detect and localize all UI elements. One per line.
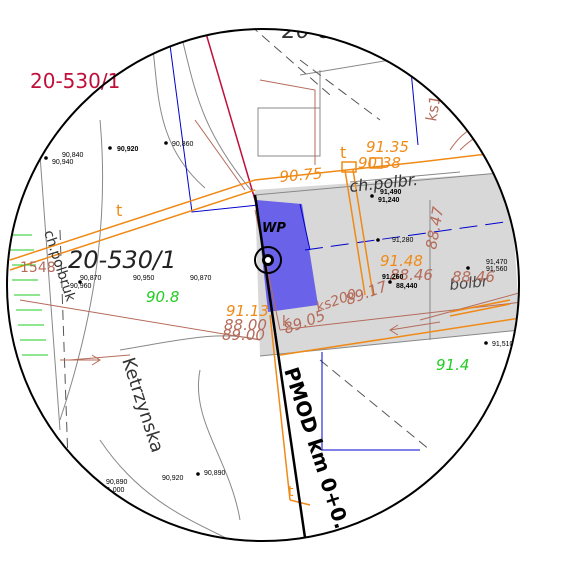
parcel-label-main: 20-530/1: [68, 246, 176, 274]
svg-text:91,490: 91,490: [508, 171, 530, 178]
svg-text:91,510: 91,510: [492, 341, 514, 348]
svg-text:91,640: 91,640: [506, 163, 528, 170]
svg-text:90,890: 90,890: [106, 479, 128, 486]
svg-text:88,440: 88,440: [396, 283, 418, 290]
parcel-label-outer: 20-530/1: [30, 69, 120, 93]
code-t3: t: [288, 484, 294, 500]
code-ks160: ks160: [422, 75, 448, 123]
arrows: [60, 321, 441, 366]
code-t1: t: [116, 201, 122, 220]
parcel-label-left: 1548: [20, 260, 56, 276]
svg-text:90,920: 90,920: [117, 146, 139, 153]
svg-text:91,470: 91,470: [486, 259, 508, 266]
height-orange-6: 91.66: [532, 316, 575, 334]
height-brown-6: 88.46: [390, 266, 433, 284]
height-orange-5: 91.13: [226, 302, 269, 320]
street-bolbr: bolbr: [449, 272, 490, 294]
route-label: PMOD km 0+0.00: [279, 364, 362, 558]
height-green-2: 91.4: [436, 356, 469, 374]
blue-lines: [167, 29, 506, 451]
viewport-frame: [6, 28, 520, 542]
height-green-1: 90.8: [146, 288, 179, 306]
height-brown-7: 88.46: [452, 268, 495, 286]
code-t2: t: [340, 143, 346, 162]
svg-text:91,260: 91,260: [382, 274, 404, 281]
svg-text:90,920: 90,920: [162, 475, 184, 482]
svg-text:91,000: 91,000: [103, 487, 125, 494]
wp-well-symbol: [254, 246, 282, 274]
height-orange-1: 91.35: [366, 138, 409, 156]
height-brown-2: 88.00: [224, 316, 267, 334]
svg-text:90,870: 90,870: [80, 275, 102, 282]
height-orange-4: 91.48: [380, 252, 423, 270]
crimson-boundary: [204, 29, 259, 211]
street-ketrzynska: Ketrzynska: [117, 355, 167, 455]
svg-text:90,940: 90,940: [52, 159, 74, 166]
svg-text:91,560: 91,560: [486, 266, 508, 273]
svg-text:90,890: 90,890: [204, 470, 226, 477]
brown-lines: [19, 79, 519, 361]
height-brown-3: 89.00: [222, 326, 265, 344]
svg-text:91,490: 91,490: [380, 189, 402, 196]
wp-parcel-fill: [256, 200, 318, 312]
wp-label: WP: [262, 221, 286, 236]
svg-text:90,840: 90,840: [62, 152, 84, 159]
map-viewport: WP 20-886 20-530/1 1548 Ketrzynska ch.po…: [9, 29, 575, 558]
svg-text:90,950: 90,950: [133, 275, 155, 282]
svg-text:91,240: 91,240: [378, 197, 400, 204]
svg-text:90,860: 90,860: [172, 141, 194, 148]
height-orange-2: 90.38: [358, 154, 401, 172]
green-ticks: [10, 234, 48, 356]
svg-text:90,960: 90,960: [70, 283, 92, 290]
svg-text:91,280: 91,280: [392, 237, 414, 244]
svg-text:90,870: 90,870: [190, 275, 212, 282]
height-orange-3: 90.75: [279, 164, 323, 186]
code-k: k: [282, 314, 291, 330]
